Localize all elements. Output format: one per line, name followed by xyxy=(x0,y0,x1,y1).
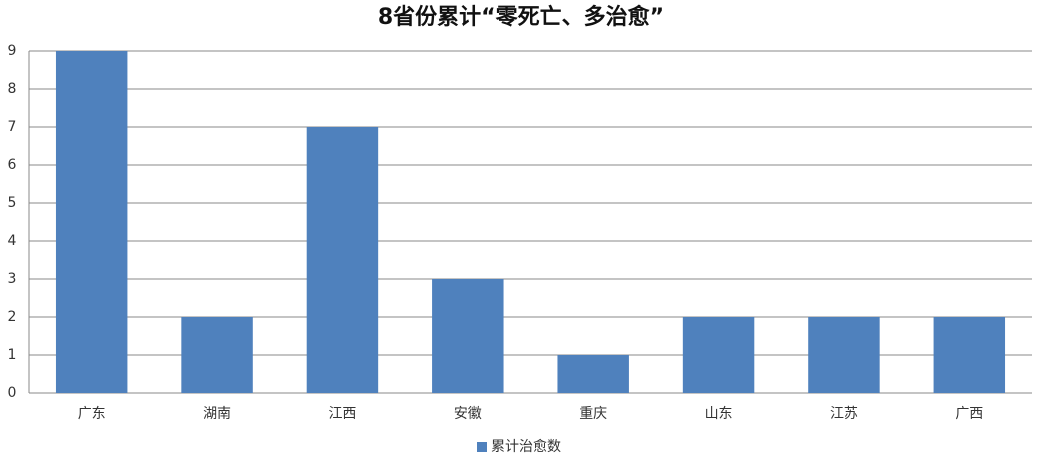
y-tick-label: 6 xyxy=(8,157,17,173)
bar xyxy=(432,279,504,393)
bar xyxy=(306,127,379,393)
bar xyxy=(55,51,128,393)
legend-swatch xyxy=(477,442,487,452)
bar xyxy=(808,317,880,393)
bar xyxy=(181,317,253,393)
bar xyxy=(682,317,755,393)
x-tick-label: 山东 xyxy=(705,406,733,422)
x-tick-label: 广东 xyxy=(78,406,106,422)
y-tick-label: 2 xyxy=(8,309,17,325)
x-tick-label: 安徽 xyxy=(454,406,482,422)
y-tick-label: 8 xyxy=(8,81,17,97)
y-tick-label: 9 xyxy=(8,43,17,59)
x-tick-label: 重庆 xyxy=(579,406,607,422)
y-tick-label: 4 xyxy=(8,233,17,249)
chart-title: 8省份累计“零死亡、多治愈” xyxy=(378,4,664,30)
y-tick-label: 0 xyxy=(8,385,17,401)
y-tick-label: 7 xyxy=(8,119,17,135)
x-tick-label: 江西 xyxy=(328,406,356,422)
bar xyxy=(557,355,629,393)
x-tick-label: 广西 xyxy=(955,406,983,422)
y-tick-label: 5 xyxy=(8,195,17,211)
y-tick-label: 3 xyxy=(8,271,17,287)
bar xyxy=(933,317,1006,393)
y-tick-label: 1 xyxy=(8,347,17,363)
x-tick-label: 江苏 xyxy=(830,406,858,422)
legend-label: 累计治愈数 xyxy=(491,439,561,455)
x-tick-label: 湖南 xyxy=(203,406,231,422)
